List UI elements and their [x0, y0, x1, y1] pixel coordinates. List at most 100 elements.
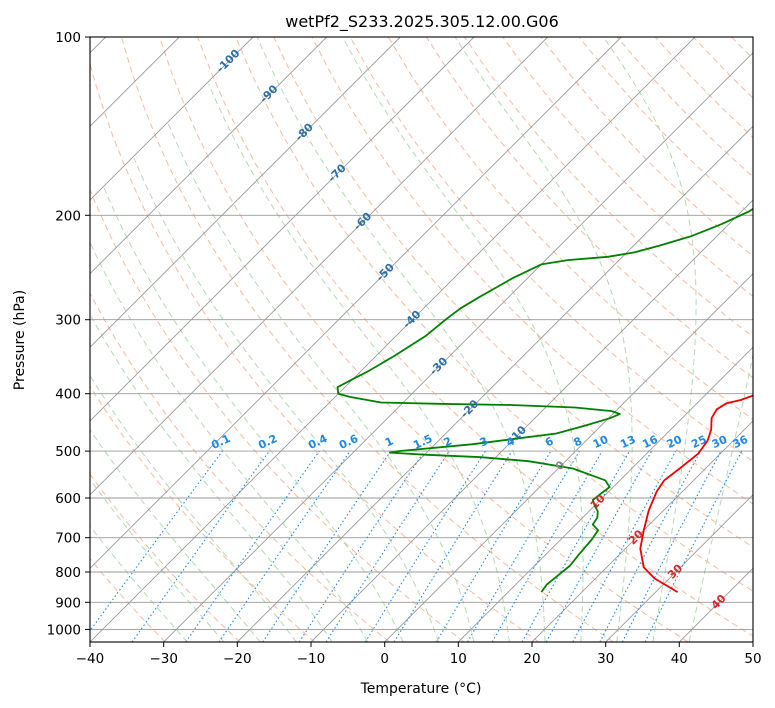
y-tick-label: 200: [55, 208, 81, 224]
mixing-ratio-line: [393, 450, 513, 642]
isotherm-line: [90, 37, 622, 569]
mixing-ratio-line: [467, 450, 580, 642]
isotherm-line: [678, 567, 753, 642]
y-tick-label: 400: [55, 387, 81, 403]
x-tick-label: 20: [523, 651, 540, 667]
isotherm-line: [90, 37, 696, 642]
isotherm-line: [310, 199, 753, 642]
moist-adiabat-line: [103, 188, 404, 642]
mixing-ratio-line: [621, 450, 722, 642]
moist-adiabat-line: [688, 352, 753, 642]
y-tick-label: 1000: [47, 622, 81, 638]
moist-adiabat-line: [90, 525, 188, 642]
mixing-ratio-tick-label: 13: [618, 433, 637, 451]
y-tick-label: 500: [55, 444, 81, 460]
isotherm-line: [90, 37, 401, 348]
mixing-ratio-line: [298, 450, 425, 642]
warm-isotherm-label: 30: [665, 561, 685, 581]
dry-adiabat-line: [349, 37, 753, 462]
mixing-ratio-line: [325, 450, 450, 642]
background-lines: [90, 37, 753, 642]
mixing-ratio-tick-label: 36: [731, 433, 751, 451]
moist-adiabat-line: [342, 37, 584, 642]
moist-adiabat-line: [208, 83, 510, 642]
mixing-ratio-tick-label: 20: [665, 433, 685, 451]
x-tick-label: 40: [671, 651, 688, 667]
isotherm-tick-label: -20: [458, 397, 481, 420]
sounding-series: [336, 207, 753, 593]
moist-adiabat-line: [90, 478, 225, 642]
y-tick-label: 700: [55, 531, 81, 547]
y-axis-label: Pressure (hPa): [12, 290, 28, 390]
y-tick-label: 900: [55, 595, 81, 611]
isotherm-line: [752, 641, 753, 642]
dry-adiabat-line: [464, 37, 753, 338]
isotherm-tick-label: -60: [351, 209, 374, 232]
mixing-ratio-tick-label: 0.4: [306, 432, 329, 452]
warm-isotherm-label: 0: [553, 458, 568, 473]
warm-isotherm-label: 40: [709, 592, 729, 612]
isotherm-tick-label: -90: [257, 82, 280, 105]
mixing-ratio-tick-label: 6: [543, 434, 556, 449]
plot-frame: [89, 36, 754, 643]
mixing-ratio-tick-label: 8: [572, 434, 584, 449]
dry-adiabat-line: [90, 188, 465, 642]
dry-adiabat-line: [578, 37, 753, 217]
temperature-profile-line: [639, 394, 753, 593]
mixing-ratio-tick-label: 1: [383, 434, 395, 449]
dry-adiabat-line: [654, 37, 753, 139]
isotherm-line: [90, 37, 475, 422]
y-tick-label: 100: [55, 30, 81, 46]
mixing-ratio-tick-label: 16: [640, 433, 660, 451]
mixing-ratio-line: [185, 450, 320, 642]
mixing-ratio-tick-label: 30: [710, 433, 730, 451]
x-tick-label: −40: [76, 651, 105, 667]
isotherm-line: [605, 494, 753, 642]
mixing-ratio-line: [521, 450, 630, 642]
isotherm-tick-label: -100: [214, 47, 243, 76]
dry-adiabat-line: [90, 61, 540, 642]
moist-adiabat-line: [90, 428, 261, 642]
dry-adiabat-line: [273, 37, 753, 548]
mixing-ratio-tick-label: 25: [689, 433, 708, 451]
mixing-ratio-line: [435, 450, 552, 642]
moist-adiabat-line: [90, 313, 333, 642]
isotherm-line: [90, 37, 254, 201]
y-tick-label: 800: [55, 565, 81, 581]
isotherm-line: [457, 346, 753, 642]
dry-adiabat-line: [425, 37, 753, 379]
x-tick-label: −10: [297, 651, 326, 667]
isotherm-line: [90, 37, 549, 496]
moist-adiabat-line: [167, 123, 475, 642]
mixing-ratio-line: [545, 450, 653, 642]
dry-adiabat-line: [502, 37, 753, 298]
isotherm-line: [90, 37, 328, 275]
dry-adiabat-line: [692, 37, 753, 99]
x-tick-label: 50: [744, 651, 761, 667]
x-tick-label: −20: [223, 651, 252, 667]
y-tick-label: 300: [55, 313, 81, 329]
mixing-ratio-line: [644, 450, 743, 642]
dry-adiabat-line: [90, 385, 316, 642]
mixing-ratio-tick-label: 0.1: [209, 432, 232, 452]
isotherm-line: [384, 273, 753, 642]
dry-adiabat-line: [90, 292, 390, 642]
x-tick-label: 10: [450, 651, 467, 667]
isotherm-tick-label: -80: [293, 120, 316, 143]
mixing-ratio-tick-label: 10: [591, 433, 611, 451]
isotherm-line: [531, 420, 753, 642]
x-tick-label: −30: [149, 651, 178, 667]
mixing-ratio-line: [572, 450, 677, 642]
mixing-ratio-line: [262, 450, 392, 642]
x-tick-label: 0: [380, 651, 389, 667]
mixing-ratio-line: [131, 450, 270, 642]
isotherm-tick-label: -30: [427, 354, 450, 377]
isotherm-line: [163, 52, 753, 642]
moist-adiabat-line: [256, 37, 546, 642]
dry-adiabat-line: [159, 37, 689, 642]
moist-adiabat-line: [90, 374, 297, 642]
mixing-ratio-line: [599, 450, 701, 642]
x-tick-label: 30: [597, 651, 614, 667]
dewpoint-profile-line: [336, 207, 753, 593]
